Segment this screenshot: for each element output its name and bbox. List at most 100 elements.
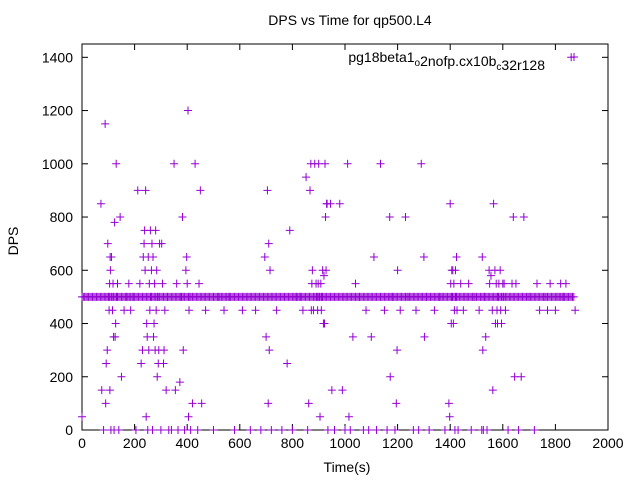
data-point (137, 359, 146, 368)
y-tick-label: 1000 (42, 156, 73, 172)
data-point (96, 199, 105, 208)
data-point (162, 386, 171, 395)
data-point (499, 292, 508, 301)
data-point (380, 306, 389, 315)
data-point (256, 426, 265, 434)
data-point (184, 412, 193, 421)
data-point (412, 306, 421, 315)
data-point (496, 266, 505, 275)
data-point (367, 332, 376, 341)
data-point (420, 332, 429, 341)
data-point (175, 378, 184, 387)
data-point (504, 426, 513, 434)
data-point (141, 186, 150, 195)
chart-title: DPS vs Time for qp500.L4 (268, 12, 432, 28)
data-point (385, 213, 394, 222)
data-point (561, 279, 570, 288)
data-point (511, 279, 520, 288)
data-point (133, 186, 142, 195)
data-point (343, 159, 352, 168)
x-tick-label: 2000 (592, 435, 623, 451)
data-point (344, 412, 353, 421)
data-point (112, 292, 121, 301)
data-point (260, 252, 269, 261)
data-point (113, 279, 122, 288)
data-point (501, 306, 510, 315)
data-point (183, 106, 192, 115)
data-point (444, 399, 453, 408)
data-point (414, 426, 423, 434)
data-point (135, 279, 144, 288)
data-point (108, 306, 117, 315)
data-point (181, 266, 190, 275)
data-point (318, 292, 327, 301)
data-point (105, 386, 114, 395)
data-point (150, 279, 159, 288)
data-point (509, 213, 518, 222)
data-point (107, 252, 116, 261)
data-point (193, 426, 202, 434)
data-point (480, 292, 489, 301)
y-tick-label: 400 (50, 316, 74, 332)
y-axis-label: DPS (5, 227, 21, 256)
data-point (101, 119, 110, 128)
y-tick-label: 600 (50, 262, 74, 278)
data-point (481, 332, 490, 341)
data-point (317, 306, 326, 315)
data-point (153, 372, 162, 381)
data-point (364, 426, 373, 434)
data-point (393, 346, 402, 355)
data-point (117, 372, 126, 381)
data-point (147, 239, 156, 248)
data-point (129, 292, 138, 301)
data-point (214, 292, 223, 301)
data-point (171, 386, 180, 395)
data-point (157, 239, 166, 248)
x-tick-label: 200 (123, 435, 147, 451)
data-point (101, 399, 110, 408)
data-point (158, 279, 167, 288)
data-point (225, 292, 234, 301)
data-point (306, 186, 315, 195)
data-point (422, 292, 431, 301)
data-point (393, 266, 402, 275)
data-point (404, 292, 413, 301)
data-point (335, 199, 344, 208)
data-point (103, 346, 112, 355)
data-point (179, 346, 188, 355)
data-point (195, 279, 204, 288)
data-point (263, 186, 272, 195)
data-point (369, 252, 378, 261)
data-point (464, 279, 473, 288)
data-point (316, 279, 325, 288)
data-point (160, 306, 169, 315)
data-point (246, 426, 255, 434)
data-point (452, 252, 461, 261)
data-point (449, 319, 458, 328)
data-point (142, 412, 151, 421)
data-point (376, 159, 385, 168)
y-axis: 0 200 400 600 800 1000 1200 1400 (42, 49, 608, 438)
legend-label: pg18beta1o2nofp.cx10bc32r128 (348, 49, 545, 73)
data-point (116, 213, 125, 222)
data-point (435, 292, 444, 301)
x-tick-label: 600 (228, 435, 252, 451)
data-point (392, 399, 401, 408)
data-point (277, 426, 286, 434)
data-point (149, 332, 158, 341)
data-point (114, 426, 123, 434)
data-point (330, 426, 339, 434)
data-point (351, 279, 360, 288)
data-point (535, 306, 544, 315)
data-point (298, 306, 307, 315)
data-point (152, 266, 161, 275)
data-point (543, 306, 552, 315)
data-point (451, 292, 460, 301)
data-point (112, 159, 121, 168)
data-point (386, 372, 395, 381)
x-tick-label: 1600 (487, 435, 518, 451)
data-point (316, 412, 325, 421)
data-point (152, 306, 161, 315)
data-point (183, 279, 192, 288)
data-point (220, 306, 229, 315)
